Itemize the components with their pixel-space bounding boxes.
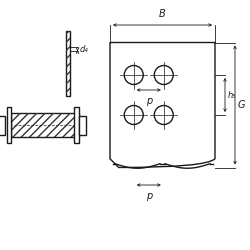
Bar (11, 113, 79, 137)
Bar (79, 116, 86, 134)
Text: p: p (146, 96, 152, 106)
Text: p: p (146, 191, 152, 201)
Text: h₅: h₅ (228, 90, 236, 100)
Text: d₄: d₄ (80, 45, 89, 54)
Bar (66, 31, 70, 96)
Bar (7, 107, 11, 143)
Bar (11, 113, 79, 137)
Text: B: B (159, 9, 166, 19)
Bar (66, 31, 70, 96)
Bar (74, 107, 79, 143)
Bar (0, 116, 4, 134)
Text: G: G (238, 100, 246, 110)
